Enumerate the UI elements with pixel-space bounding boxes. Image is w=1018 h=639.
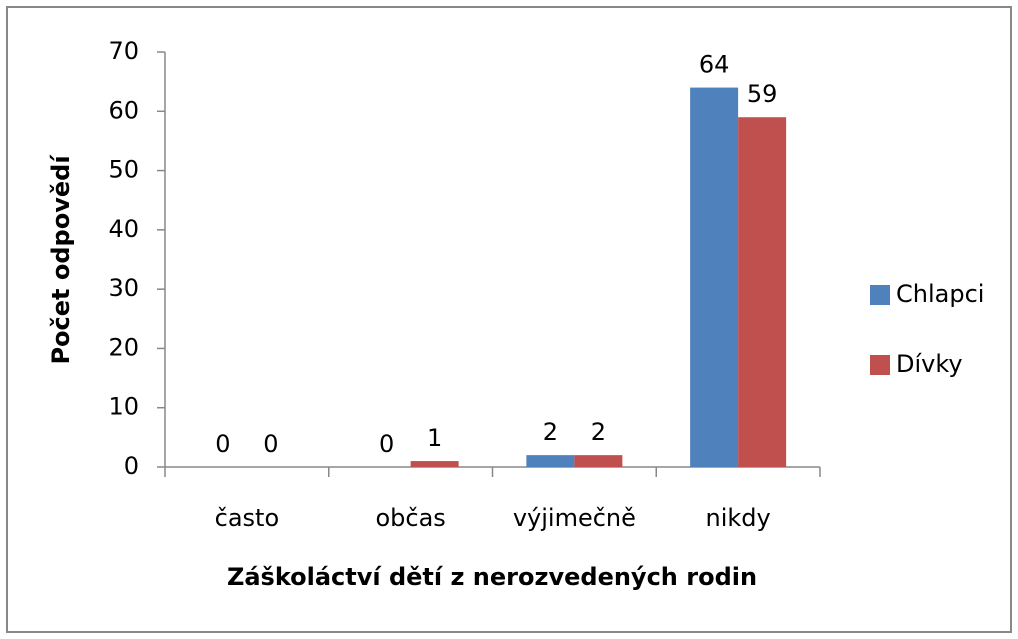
- y-tick-label: 30: [108, 274, 139, 302]
- data-label: 1: [427, 424, 442, 452]
- data-label: 59: [747, 80, 778, 108]
- bar: [738, 117, 787, 467]
- legend-label: Chlapci: [896, 280, 984, 308]
- data-label: 2: [543, 418, 558, 446]
- y-tick-label: 70: [108, 37, 139, 65]
- x-tick-label: výjimečně: [513, 504, 636, 532]
- chart-border: [6, 6, 1012, 633]
- y-axis-title: Počet odpovědí: [47, 154, 75, 365]
- legend-label: Dívky: [896, 350, 963, 378]
- y-tick-label: 10: [108, 393, 139, 421]
- y-tick-label: 20: [108, 333, 139, 361]
- bar: [574, 455, 623, 467]
- data-label: 0: [215, 430, 230, 458]
- y-tick-label: 50: [108, 156, 139, 184]
- data-label: 2: [591, 418, 606, 446]
- x-tick-label: nikdy: [706, 504, 771, 532]
- bar: [410, 461, 459, 467]
- x-tick-label: často: [215, 504, 280, 532]
- y-tick-label: 40: [108, 215, 139, 243]
- y-tick-label: 60: [108, 96, 139, 124]
- x-tick-label: občas: [375, 504, 445, 532]
- legend-swatch: [870, 355, 890, 375]
- bar: [690, 87, 739, 468]
- x-axis-title: Záškoláctví dětí z nerozvedených rodin: [227, 563, 757, 591]
- data-label: 0: [379, 430, 394, 458]
- y-tick-label: 0: [124, 452, 139, 480]
- data-label: 64: [699, 51, 730, 79]
- legend-swatch: [870, 285, 890, 305]
- data-label: 0: [263, 430, 278, 458]
- bar: [526, 455, 575, 467]
